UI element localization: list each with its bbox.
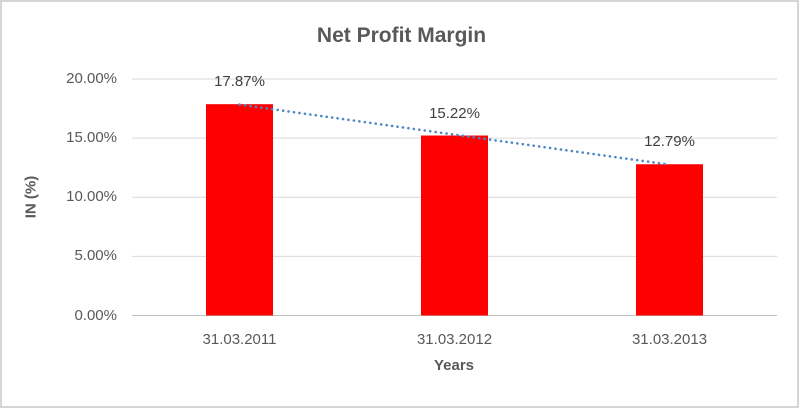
bar-31.03.2013[interactable] xyxy=(636,164,703,316)
x-tick-label: 31.03.2011 xyxy=(202,330,277,348)
y-tick-label: 0.00% xyxy=(74,306,117,324)
data-label: 15.22% xyxy=(429,104,480,122)
data-label: 12.79% xyxy=(644,133,695,151)
y-tick-label: 5.00% xyxy=(74,247,117,265)
bar-31.03.2011[interactable] xyxy=(206,104,273,316)
y-tick-label: 20.00% xyxy=(66,70,117,87)
data-label: 17.87% xyxy=(214,73,265,91)
x-tick-label: 31.03.2013 xyxy=(631,330,708,348)
y-tick-label: 10.00% xyxy=(66,188,117,206)
y-tick-label: 15.00% xyxy=(66,129,117,147)
chart-title: Net Profit Margin xyxy=(316,24,487,47)
bar-31.03.2012[interactable] xyxy=(421,135,488,316)
x-tick-label: 31.03.2012 xyxy=(416,330,493,348)
trendline[interactable] xyxy=(238,103,671,166)
x-axis-title: Years xyxy=(433,357,475,374)
